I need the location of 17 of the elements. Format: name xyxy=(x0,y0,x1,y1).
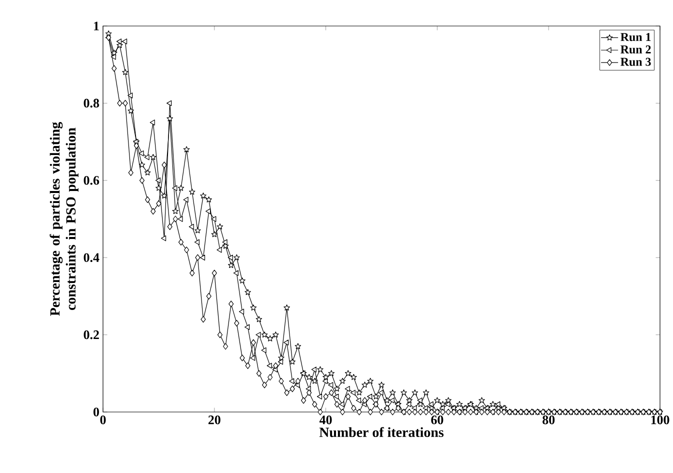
x-tick-label: 20 xyxy=(208,416,220,424)
y-axis-title: Percentage of particles violating constraints in PSO population xyxy=(50,122,78,316)
y-tick-label: 0.6 xyxy=(84,176,100,185)
x-tick-label: 100 xyxy=(651,416,670,424)
x-tick-label: 40 xyxy=(320,416,332,424)
x-axis-title: Number of iterations xyxy=(319,427,444,438)
y-tick-label: 0.4 xyxy=(84,253,100,262)
y-tick-label: 0.8 xyxy=(84,98,100,108)
x-tick-label: 80 xyxy=(542,416,555,424)
legend-label: Run 2 xyxy=(620,45,651,54)
legend-label: Run 1 xyxy=(620,33,651,42)
x-tick-label: 0 xyxy=(100,416,106,424)
x-tick-label: 60 xyxy=(431,416,444,424)
y-tick-label: 1 xyxy=(94,22,99,30)
legend-label: Run 3 xyxy=(620,58,651,66)
y-tick-label: 0.2 xyxy=(84,330,99,340)
y-tick-label: 0 xyxy=(94,408,99,416)
